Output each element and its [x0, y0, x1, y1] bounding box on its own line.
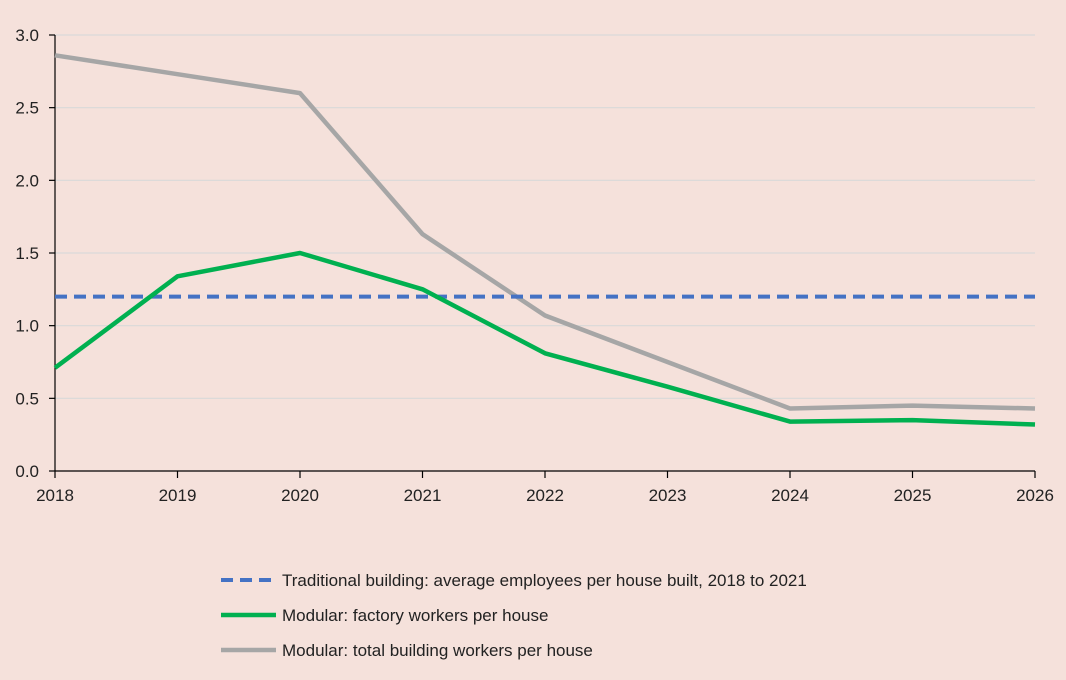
x-tick-label: 2023 [649, 486, 687, 505]
y-tick-labels: 0.0 0.5 1.0 1.5 2.0 2.5 3.0 [15, 26, 39, 481]
x-tick-label: 2026 [1016, 486, 1054, 505]
y-tick-label: 1.5 [15, 244, 39, 263]
gridlines [55, 34, 1035, 399]
y-tick-label: 0.5 [15, 389, 39, 408]
x-tick-labels: 2018 2019 2020 2021 2022 2023 2024 2025 2026 [36, 486, 1054, 505]
y-tick-label: 0.0 [15, 462, 39, 481]
x-tick-label: 2022 [526, 486, 564, 505]
y-tick-label: 2.5 [15, 99, 39, 118]
legend: Traditional building: average employees … [221, 571, 807, 660]
x-tick-label: 2018 [36, 486, 74, 505]
y-tick-label: 1.0 [15, 317, 39, 336]
y-tick-label: 3.0 [15, 26, 39, 45]
series-line-1 [53, 250, 1036, 427]
legend-label: Modular: total building workers per hous… [282, 641, 593, 660]
legend-label: Traditional building: average employees … [282, 571, 807, 590]
axes [49, 34, 1036, 478]
x-tick-label: 2021 [404, 486, 442, 505]
legend-label: Modular: factory workers per house [282, 606, 548, 625]
x-tick-label: 2025 [894, 486, 932, 505]
y-tick-label: 2.0 [15, 171, 39, 190]
x-tick-label: 2020 [281, 486, 319, 505]
series-lines [53, 53, 1036, 427]
series-line-2 [54, 53, 1036, 411]
x-tick-label: 2019 [159, 486, 197, 505]
x-tick-label: 2024 [771, 486, 809, 505]
